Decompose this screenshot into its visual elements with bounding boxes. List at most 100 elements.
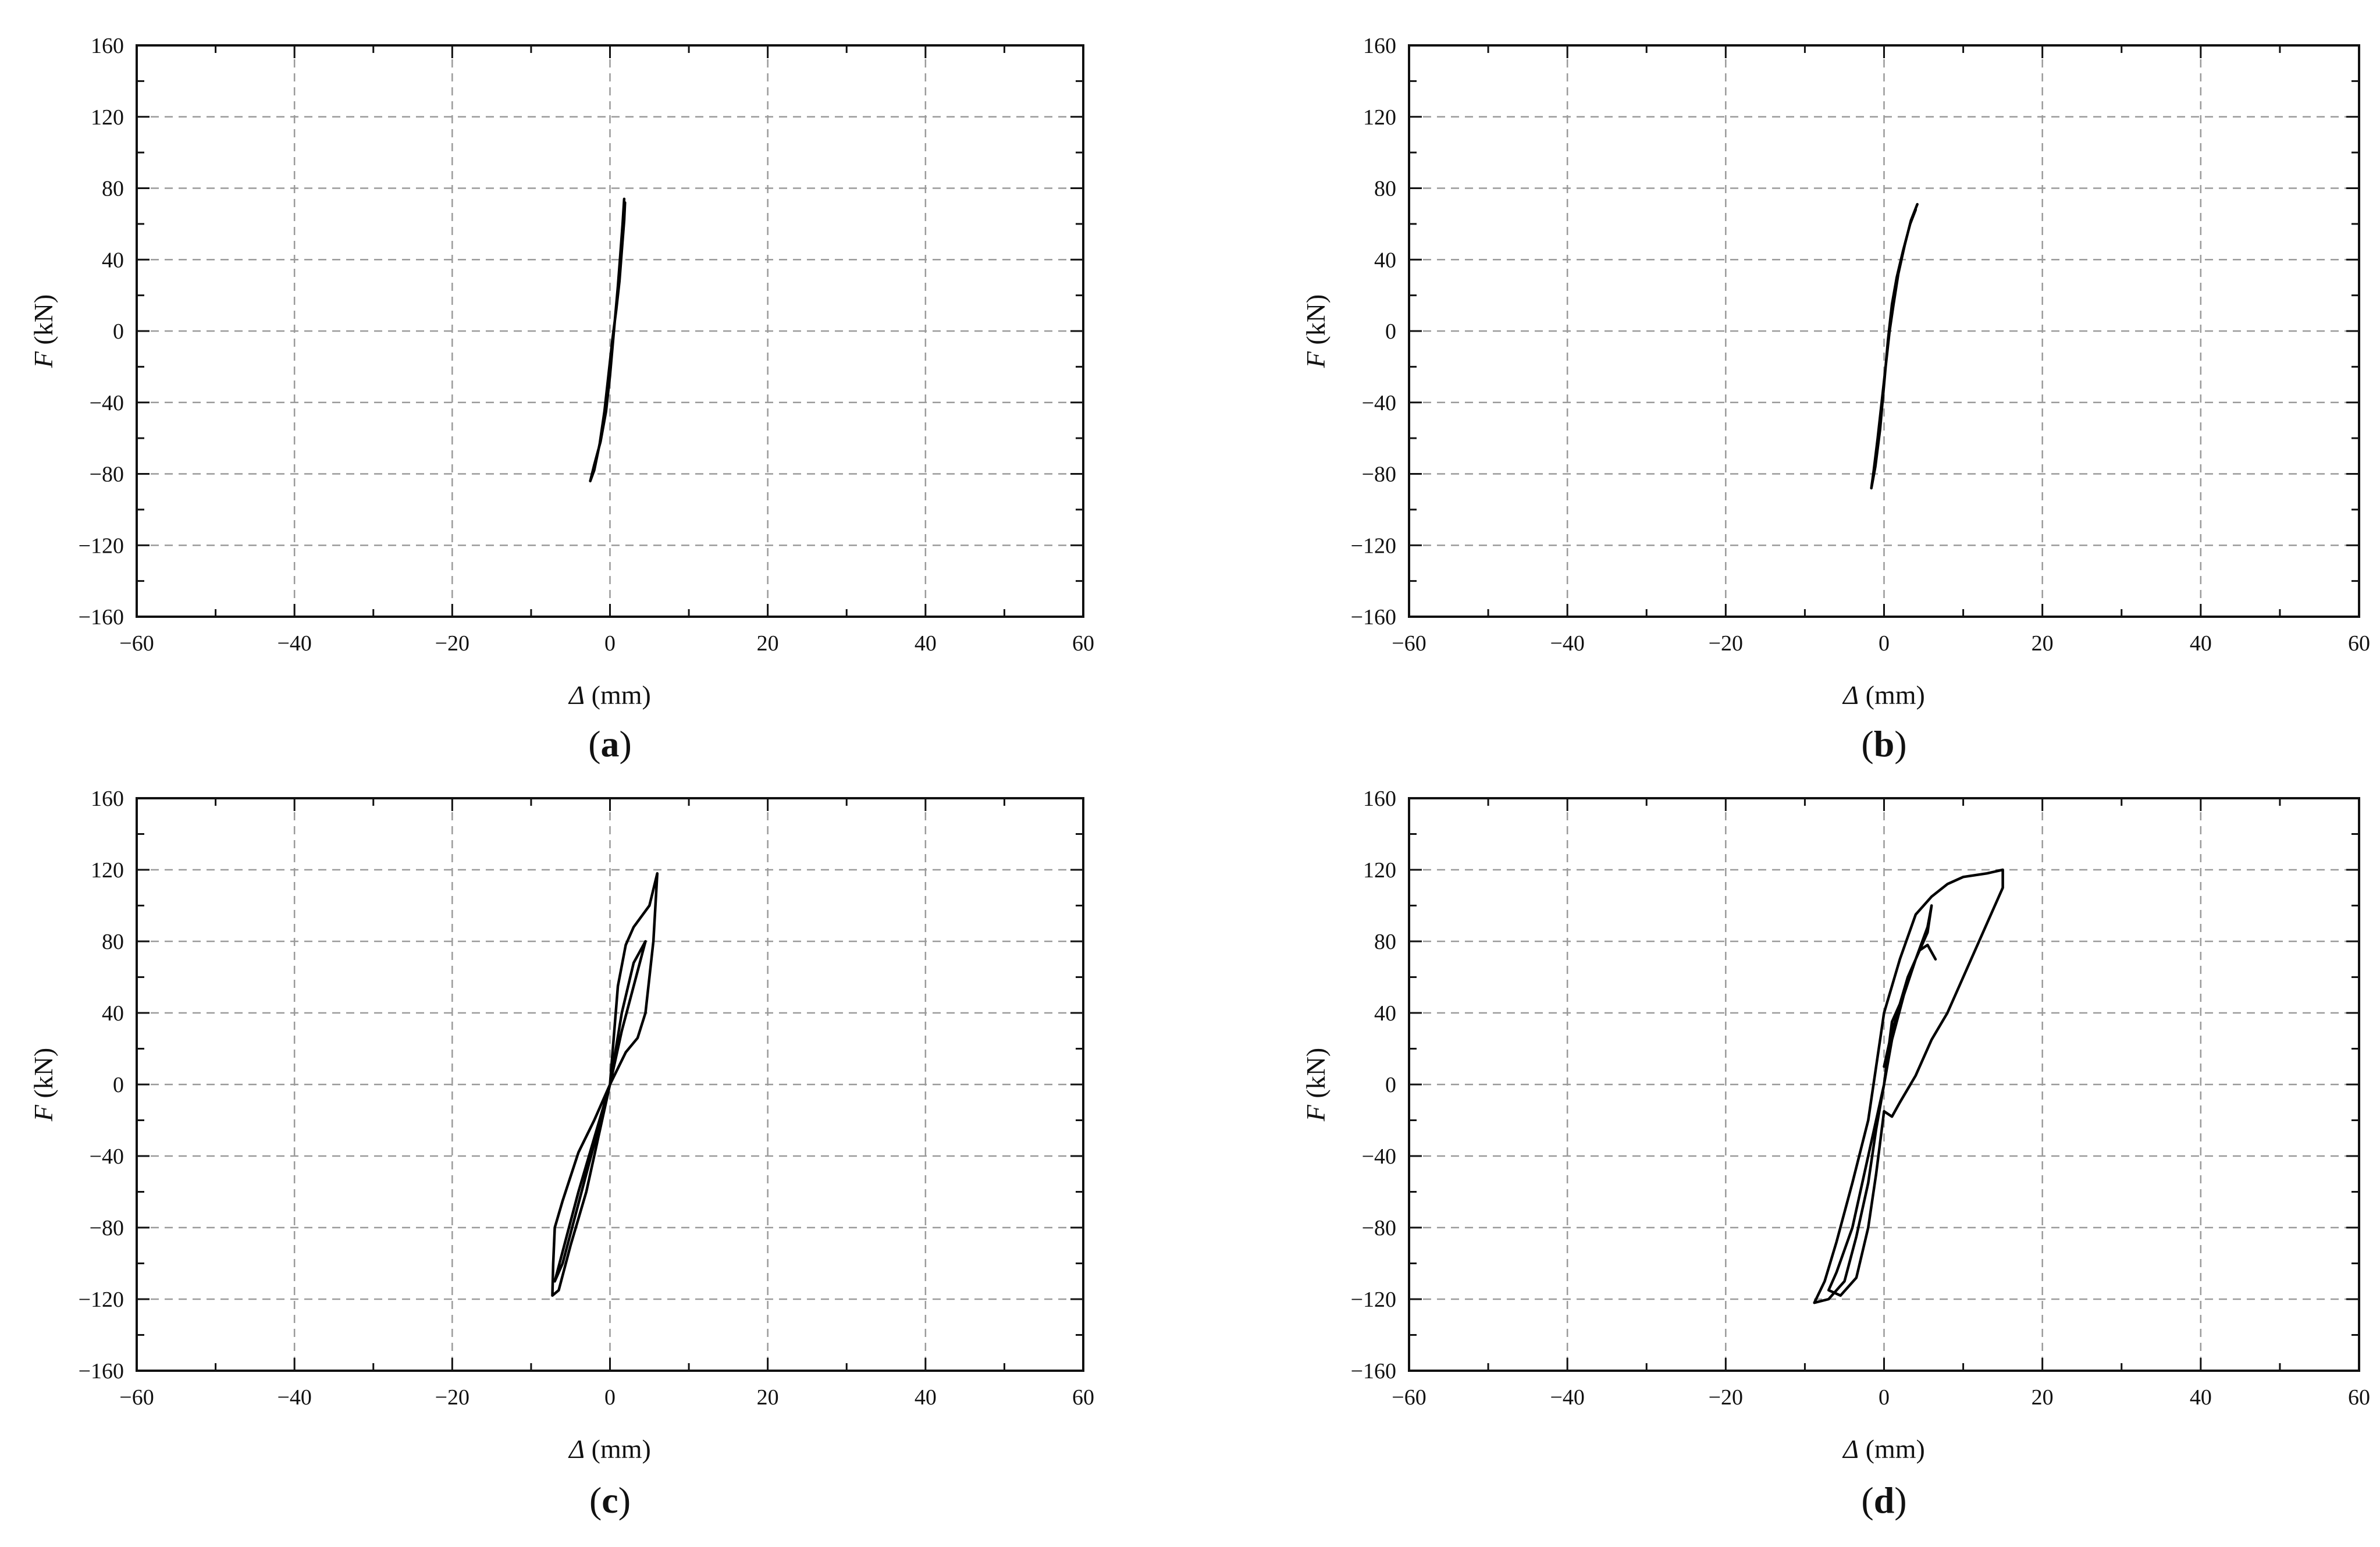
x-axis-symbol: Δ	[568, 1434, 585, 1464]
panel-label-close: )	[620, 723, 632, 764]
x-axis-unit: (mm)	[1859, 680, 1925, 710]
x-tick-label: −40	[277, 631, 311, 656]
y-tick-label: 80	[1374, 930, 1396, 954]
chart-panel-d: −60 −40 −20 0 20 40 60 160 120 80 40 0 −40 −80 −120 −16…	[1301, 787, 2370, 1521]
y-tick-label: −80	[1362, 463, 1396, 487]
y-axis-unit: (kN)	[29, 294, 58, 351]
chart-panel-b: −60 −40 −20 0 20 40 60 160 120 80 40 0 −40 −80 −120 −16…	[1301, 34, 2370, 764]
y-tick-label: −120	[79, 534, 124, 558]
x-tick-label: 0	[1879, 631, 1890, 656]
y-tick-label: 160	[91, 787, 124, 811]
x-axis-symbol: Δ	[1842, 680, 1859, 710]
x-tick-label: 20	[757, 631, 779, 656]
y-axis-symbol: F	[29, 351, 58, 368]
x-tick-label: −20	[435, 631, 469, 656]
y-axis-unit: (kN)	[1301, 1048, 1330, 1105]
y-tick-label: 120	[1363, 105, 1396, 130]
panel-label: (a)	[588, 723, 632, 764]
y-tick-label: 0	[113, 319, 124, 344]
y-axis-unit: (kN)	[1301, 294, 1330, 351]
x-tick-label: 60	[2348, 1385, 2370, 1410]
y-tick-label: −160	[79, 1359, 124, 1384]
panel-label: (c)	[589, 1480, 631, 1521]
panel-label: (b)	[1861, 723, 1906, 764]
x-tick-label: 40	[2190, 1385, 2212, 1410]
y-axis-symbol: F	[1301, 351, 1330, 368]
panel-label-close: )	[1894, 1480, 1906, 1521]
x-axis-unit: (mm)	[1859, 1434, 1925, 1464]
y-tick-label: −160	[79, 605, 124, 630]
x-axis-label: Δ (mm)	[568, 1434, 651, 1464]
x-tick-label: −60	[1392, 1385, 1426, 1410]
panel-label-letter: c	[602, 1480, 618, 1521]
x-tick-label: 60	[1072, 1385, 1094, 1410]
panel-label-letter: b	[1874, 723, 1895, 764]
hysteresis-curve	[1813, 868, 2004, 1304]
y-tick-label: −120	[1351, 1288, 1396, 1312]
x-tick-label: −60	[119, 631, 154, 656]
hysteresis-curve	[589, 197, 627, 483]
hysteresis-curve	[1870, 202, 1919, 490]
x-axis-symbol: Δ	[1842, 1434, 1859, 1464]
y-axis-label: F (kN)	[29, 1048, 58, 1122]
y-tick-label: 0	[113, 1073, 124, 1097]
y-tick-label: 120	[1363, 858, 1396, 883]
panel-label-close: )	[1894, 723, 1906, 764]
y-axis-symbol: F	[29, 1104, 58, 1122]
y-tick-label: 80	[102, 177, 124, 201]
y-tick-label: 40	[1374, 248, 1396, 272]
y-tick-label: 40	[102, 1001, 124, 1026]
x-tick-label: −20	[435, 1385, 469, 1410]
panel-label: (d)	[1861, 1480, 1906, 1521]
y-tick-label: 40	[1374, 1001, 1396, 1026]
y-tick-label: −160	[1351, 605, 1396, 630]
y-tick-label: −40	[90, 391, 124, 415]
y-tick-label: 120	[91, 105, 124, 130]
y-axis-label: F (kN)	[1301, 1048, 1330, 1122]
x-tick-label: −60	[1392, 631, 1426, 656]
y-tick-label: −40	[90, 1144, 124, 1169]
y-tick-label: 160	[91, 34, 124, 58]
x-tick-label: 60	[2348, 631, 2370, 656]
y-axis-label: F (kN)	[29, 294, 58, 368]
y-tick-label: −160	[1351, 1359, 1396, 1384]
x-tick-label: −60	[119, 1385, 154, 1410]
x-tick-label: −20	[1709, 631, 1743, 656]
y-tick-label: −40	[1362, 391, 1396, 415]
y-tick-label: 120	[91, 858, 124, 883]
x-axis-label: Δ (mm)	[568, 680, 651, 710]
x-tick-label: −40	[277, 1385, 311, 1410]
x-axis-unit: (mm)	[585, 1434, 651, 1464]
x-tick-label: −20	[1709, 1385, 1743, 1410]
x-tick-label: 20	[2032, 1385, 2054, 1410]
panel-label-letter: a	[601, 723, 620, 764]
y-tick-label: 40	[102, 248, 124, 272]
y-tick-label: −80	[90, 1216, 124, 1240]
y-tick-label: 0	[1385, 1073, 1396, 1097]
x-axis-label: Δ (mm)	[1842, 680, 1925, 710]
x-tick-label: 20	[757, 1385, 779, 1410]
y-tick-label: −120	[79, 1288, 124, 1312]
x-tick-label: 0	[604, 631, 616, 656]
y-tick-label: −120	[1351, 534, 1396, 558]
y-tick-label: 160	[1363, 34, 1396, 58]
y-tick-label: −40	[1362, 1144, 1396, 1169]
x-tick-label: 60	[1072, 631, 1094, 656]
y-tick-label: 80	[1374, 177, 1396, 201]
panel-label-open: (	[1861, 1480, 1873, 1521]
y-tick-label: −80	[1362, 1216, 1396, 1240]
y-axis-label: F (kN)	[1301, 294, 1330, 368]
panel-label-open: (	[588, 723, 600, 764]
panel-label-open: (	[589, 1480, 602, 1521]
x-axis-unit: (mm)	[585, 680, 651, 710]
x-tick-label: 20	[2032, 631, 2054, 656]
y-axis-symbol: F	[1301, 1104, 1330, 1122]
y-axis-unit: (kN)	[29, 1048, 58, 1105]
y-tick-label: −80	[90, 463, 124, 487]
x-tick-label: 40	[915, 631, 937, 656]
x-axis-symbol: Δ	[568, 680, 585, 710]
x-tick-label: −40	[1550, 631, 1584, 656]
panel-label-close: )	[618, 1480, 631, 1521]
